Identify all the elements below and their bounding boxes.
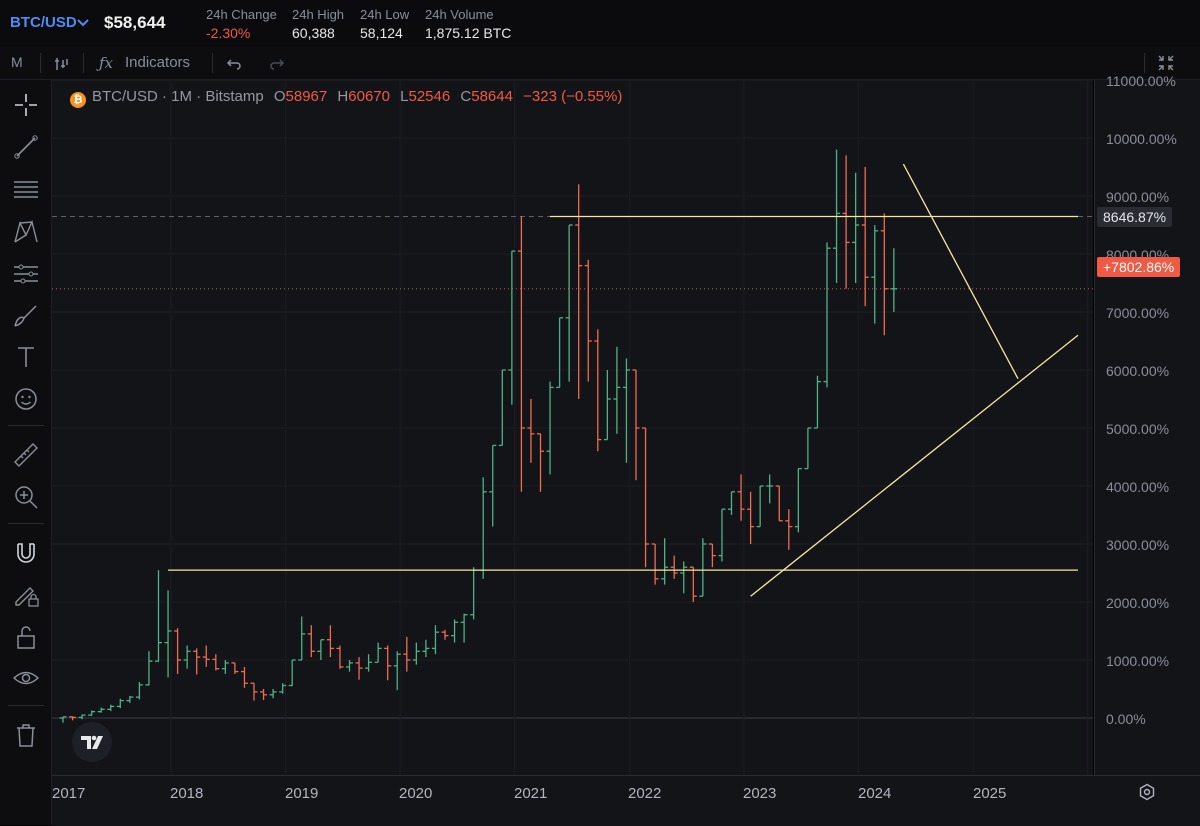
year-label: 2024 — [858, 785, 892, 802]
redo-icon[interactable] — [268, 55, 286, 73]
stat-24h-volume: 24h Volume 1,875.12 BTC — [425, 7, 512, 41]
compare-icon[interactable] — [53, 55, 71, 73]
undo-icon[interactable] — [225, 55, 243, 73]
trend-line-icon[interactable] — [11, 132, 41, 162]
last-price: $58,644 — [104, 13, 166, 32]
legend-symbol: BTC/USD · 1M · Bitstamp — [92, 88, 264, 105]
year-label: 2021 — [514, 785, 548, 802]
price-label: 10000.00% — [1106, 131, 1177, 147]
trash-icon[interactable] — [11, 720, 41, 750]
price-label: 7000.00% — [1106, 305, 1170, 321]
series-legend: ₿ BTC/USD · 1M · Bitstamp O58967 H60670 L… — [70, 88, 622, 108]
toolbar-divider — [1144, 53, 1145, 73]
price-label: 11000.00% — [1106, 73, 1176, 89]
prediction-icon[interactable] — [11, 258, 41, 288]
year-label: 2025 — [973, 785, 1007, 802]
chart-toolbar: M ƒx Indicators — [0, 47, 1200, 80]
toolbar-divider — [8, 425, 44, 426]
year-label: 2019 — [285, 785, 319, 802]
horizontal-line-tag: 8646.87% — [1097, 207, 1173, 227]
legend-high: 60670 — [348, 88, 390, 105]
indicators-button[interactable]: Indicators — [125, 54, 191, 71]
stat-24h-high: 24h High 60,388 — [292, 7, 345, 41]
lock-icon[interactable] — [11, 622, 41, 652]
price-label: 2000.00% — [1106, 595, 1170, 611]
fib-retracement-icon[interactable] — [11, 175, 41, 205]
magnet-icon[interactable] — [11, 538, 41, 568]
interval-button[interactable]: M — [11, 54, 23, 70]
year-label: 2020 — [399, 785, 433, 802]
chevron-down-icon[interactable] — [76, 12, 90, 32]
toolbar-divider — [83, 53, 84, 73]
bitcoin-icon: ₿ — [70, 92, 86, 108]
legend-close: 58644 — [471, 88, 513, 105]
legend-low: 52546 — [408, 88, 451, 105]
toolbar-divider — [40, 53, 41, 73]
symbol-selector[interactable]: BTC/USD — [10, 14, 77, 31]
price-label: 4000.00% — [1106, 479, 1170, 495]
lock-drawing-icon[interactable] — [11, 580, 41, 610]
zoom-in-icon[interactable] — [11, 482, 41, 512]
toolbar-divider — [8, 523, 44, 524]
legend-open: 58967 — [285, 88, 328, 105]
price-label: 5000.00% — [1106, 421, 1170, 437]
text-icon[interactable] — [11, 342, 41, 372]
fullscreen-icon[interactable] — [1155, 54, 1177, 72]
emoji-icon[interactable] — [11, 384, 41, 414]
toolbar-divider — [8, 705, 44, 706]
year-label: 2018 — [170, 785, 204, 802]
price-label: 9000.00% — [1106, 189, 1170, 205]
stat-24h-change: 24h Change -2.30% — [206, 7, 277, 41]
brush-icon[interactable] — [11, 300, 41, 330]
settings-icon[interactable] — [1138, 783, 1156, 801]
price-label: 1000.00% — [1106, 653, 1170, 669]
current-price-tag: +7802.86% — [1097, 257, 1181, 277]
pattern-icon[interactable] — [11, 217, 41, 247]
legend-change: −323 (−0.55%) — [523, 88, 623, 105]
year-label: 2017 — [52, 785, 86, 802]
price-label: 3000.00% — [1106, 537, 1170, 553]
year-label: 2022 — [628, 785, 662, 802]
ruler-icon[interactable] — [11, 440, 41, 470]
crosshair-icon[interactable] — [11, 90, 41, 120]
time-axis[interactable] — [52, 775, 1200, 826]
chart-pane[interactable] — [52, 80, 1093, 775]
tradingview-logo[interactable] — [72, 722, 112, 762]
price-label: 0.00% — [1106, 711, 1146, 727]
stat-24h-low: 24h Low 58,124 — [360, 7, 410, 41]
year-label: 2023 — [743, 785, 777, 802]
top-bar: BTC/USD $58,644 24h Change -2.30% 24h Hig… — [0, 0, 1200, 48]
function-icon[interactable]: ƒx — [99, 54, 114, 72]
toolbar-divider — [212, 53, 213, 73]
eye-icon[interactable] — [11, 663, 41, 693]
price-label: 6000.00% — [1106, 363, 1170, 379]
price-axis[interactable] — [1094, 80, 1200, 775]
drawing-toolbar — [0, 80, 52, 825]
tradingview-logo-icon — [81, 735, 103, 749]
